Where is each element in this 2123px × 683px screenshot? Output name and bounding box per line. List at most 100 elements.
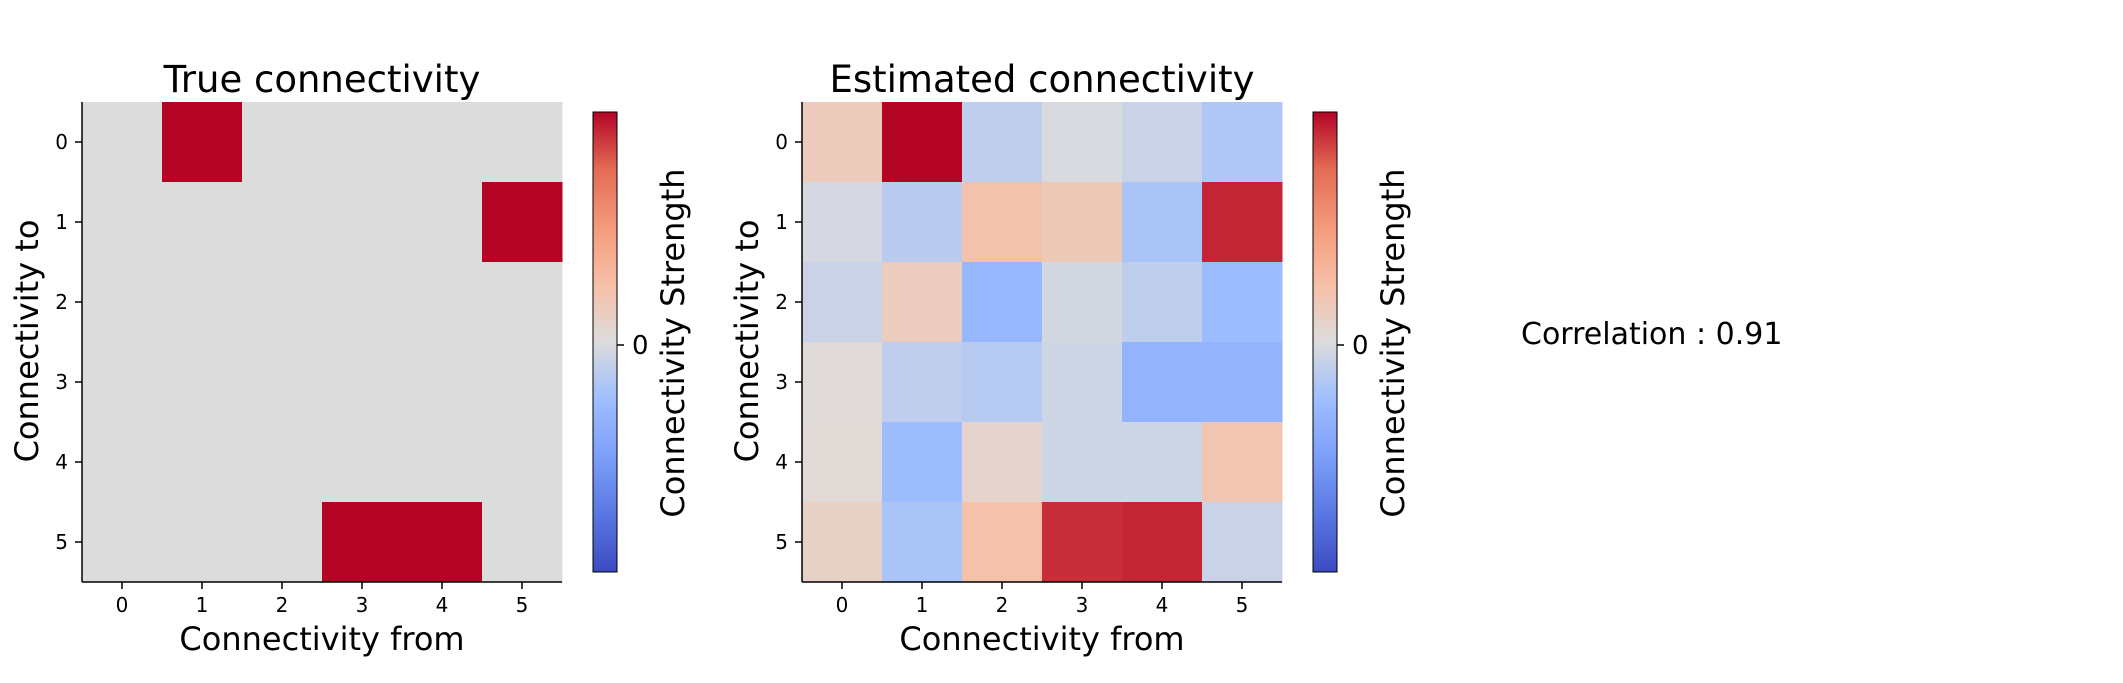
heatmap-cell-r5-c4 bbox=[402, 502, 483, 583]
heatmap-cell-r4-c5 bbox=[1202, 422, 1283, 503]
heatmap-cell-r5-c1 bbox=[162, 502, 243, 583]
colorbar bbox=[592, 111, 618, 573]
heatmap-cell-r1-c4 bbox=[1122, 182, 1203, 263]
x-tick-label: 0 bbox=[836, 593, 849, 617]
heatmap-cell-r3-c5 bbox=[1202, 342, 1283, 423]
heatmap-panel-true: True connectivity 0 1 2 3 4 5 0 1 2 3 4 5 Connectiv… bbox=[8, 58, 692, 658]
heatmap-cell-r2-c3 bbox=[1042, 262, 1123, 343]
heatmap-cell-r1-c2 bbox=[962, 182, 1043, 263]
heatmap-cell-r5-c0 bbox=[802, 502, 883, 583]
colorbar-label: Connectivity Strength bbox=[1374, 168, 1412, 517]
y-tick-label: 3 bbox=[775, 370, 788, 394]
x-tick-label: 3 bbox=[1076, 593, 1089, 617]
x-tick-label: 0 bbox=[116, 593, 129, 617]
heatmap-cell-r0-c0 bbox=[802, 102, 883, 183]
heatmap-cell-r4-c3 bbox=[1042, 422, 1123, 503]
heatmap-cell-r0-c1 bbox=[882, 102, 963, 183]
heatmap-cell-r1-c0 bbox=[802, 182, 883, 263]
heatmap-cell-r2-c5 bbox=[1202, 262, 1283, 343]
colorbar bbox=[1312, 111, 1338, 573]
y-axis-label: Connectivity to bbox=[728, 220, 766, 463]
heatmap-cell-r4-c3 bbox=[322, 422, 403, 503]
heatmap-cells bbox=[802, 102, 1283, 583]
heatmap-cell-r3-c2 bbox=[242, 342, 323, 423]
heatmap-cell-r2-c3 bbox=[322, 262, 403, 343]
heatmap-cell-r2-c1 bbox=[882, 262, 963, 343]
heatmap-cell-r1-c0 bbox=[82, 182, 163, 263]
heatmap-cell-r4-c1 bbox=[882, 422, 963, 503]
heatmap-cell-r3-c1 bbox=[882, 342, 963, 423]
heatmap-cell-r5-c5 bbox=[482, 502, 563, 583]
heatmap-cell-r2-c1 bbox=[162, 262, 243, 343]
heatmap-cell-r3-c4 bbox=[402, 342, 483, 423]
heatmap-cell-r0-c5 bbox=[482, 102, 563, 183]
heatmap-panel-estimated: Estimated connectivity 0 1 2 3 4 5 0 1 2 3 4 5 Conn… bbox=[728, 58, 1412, 658]
y-tick-label: 2 bbox=[775, 290, 788, 314]
colorbar-label: Connectivity Strength bbox=[654, 168, 692, 517]
heatmap-axes: 0 1 2 3 4 5 0 1 2 3 4 5 bbox=[775, 102, 1282, 617]
heatmap-title: True connectivity bbox=[163, 58, 481, 101]
y-tick-label: 4 bbox=[775, 450, 788, 474]
heatmap-cell-r5-c5 bbox=[1202, 502, 1283, 583]
heatmap-cell-r0-c2 bbox=[962, 102, 1043, 183]
heatmap-cell-r4-c5 bbox=[482, 422, 563, 503]
y-tick-label: 0 bbox=[775, 130, 788, 154]
heatmap-cell-r0-c0 bbox=[82, 102, 163, 183]
heatmap-cell-r5-c3 bbox=[322, 502, 403, 583]
heatmap-cell-r3-c0 bbox=[802, 342, 883, 423]
x-tick-label: 3 bbox=[356, 593, 369, 617]
correlation-annotation: Correlation : 0.91 bbox=[1521, 317, 1782, 352]
y-tick-label: 1 bbox=[775, 210, 788, 234]
heatmap-cell-r3-c1 bbox=[162, 342, 243, 423]
heatmap-cell-r5-c2 bbox=[242, 502, 323, 583]
heatmap-cell-r1-c5 bbox=[1202, 182, 1283, 263]
heatmap-cell-r2-c4 bbox=[402, 262, 483, 343]
heatmap-cell-r3-c0 bbox=[82, 342, 163, 423]
x-axis-label: Connectivity from bbox=[899, 620, 1184, 658]
colorbar-tick-label: 0 bbox=[632, 331, 649, 361]
heatmap-cell-r0-c3 bbox=[322, 102, 403, 183]
x-tick-label: 5 bbox=[1236, 593, 1249, 617]
x-tick-label: 4 bbox=[1156, 593, 1169, 617]
heatmap-cell-r3-c4 bbox=[1122, 342, 1203, 423]
heatmap-cell-r2-c4 bbox=[1122, 262, 1203, 343]
heatmap-cell-r5-c2 bbox=[962, 502, 1043, 583]
y-tick-label: 3 bbox=[55, 370, 68, 394]
heatmap-cell-r2-c2 bbox=[242, 262, 323, 343]
colorbar-tick-label: 0 bbox=[1352, 331, 1369, 361]
heatmap-cell-r1-c3 bbox=[1042, 182, 1123, 263]
heatmap-cell-r0-c2 bbox=[242, 102, 323, 183]
heatmap-cell-r1-c4 bbox=[402, 182, 483, 263]
x-tick-label: 4 bbox=[436, 593, 449, 617]
y-tick-label: 2 bbox=[55, 290, 68, 314]
heatmap-cell-r2-c5 bbox=[482, 262, 563, 343]
heatmap-cell-r0-c4 bbox=[1122, 102, 1203, 183]
heatmap-cell-r4-c4 bbox=[1122, 422, 1203, 503]
heatmap-cell-r2-c0 bbox=[802, 262, 883, 343]
y-tick-label: 4 bbox=[55, 450, 68, 474]
heatmap-cell-r5-c3 bbox=[1042, 502, 1123, 583]
heatmap-cell-r4-c2 bbox=[962, 422, 1043, 503]
heatmap-title: Estimated connectivity bbox=[829, 58, 1254, 101]
y-tick-label: 1 bbox=[55, 210, 68, 234]
heatmap-cell-r2-c2 bbox=[962, 262, 1043, 343]
heatmap-cell-r4-c4 bbox=[402, 422, 483, 503]
heatmap-cell-r5-c0 bbox=[82, 502, 163, 583]
heatmap-cell-r2-c0 bbox=[82, 262, 163, 343]
y-tick-label: 5 bbox=[775, 530, 788, 554]
heatmap-cell-r3-c5 bbox=[482, 342, 563, 423]
heatmap-cell-r3-c3 bbox=[322, 342, 403, 423]
heatmap-cell-r5-c4 bbox=[1122, 502, 1203, 583]
y-tick-label: 5 bbox=[55, 530, 68, 554]
x-tick-label: 1 bbox=[916, 593, 929, 617]
heatmap-cell-r0-c4 bbox=[402, 102, 483, 183]
y-tick-label: 0 bbox=[55, 130, 68, 154]
heatmap-cell-r1-c5 bbox=[482, 182, 563, 263]
heatmap-axes: 0 1 2 3 4 5 0 1 2 3 4 5 bbox=[55, 102, 562, 617]
heatmap-cell-r0-c5 bbox=[1202, 102, 1283, 183]
heatmap-cell-r4-c0 bbox=[802, 422, 883, 503]
heatmap-cell-r1-c3 bbox=[322, 182, 403, 263]
heatmap-cell-r1-c1 bbox=[162, 182, 243, 263]
heatmap-cell-r4-c0 bbox=[82, 422, 163, 503]
